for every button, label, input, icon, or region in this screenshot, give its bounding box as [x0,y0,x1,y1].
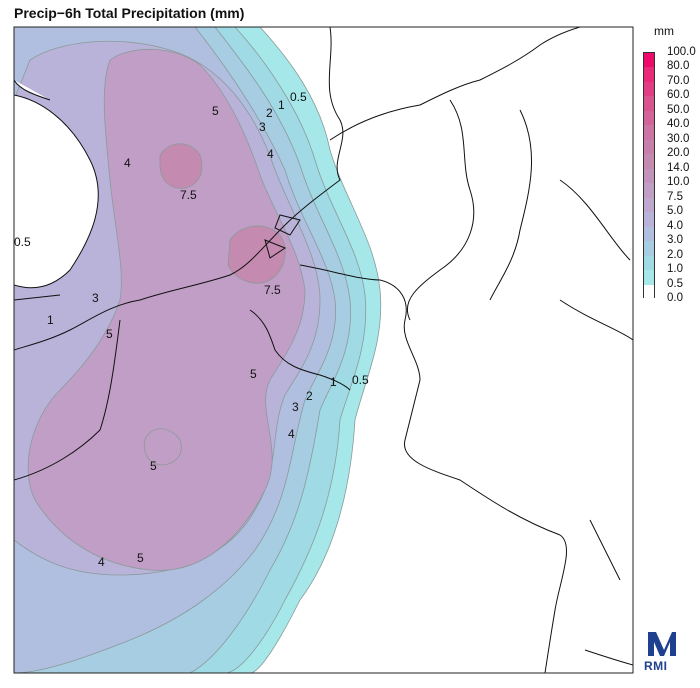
legend-level-label: 14.0 [667,161,690,174]
contour-label: 4 [124,156,131,170]
legend-level-label: 7.5 [667,190,683,203]
contour-label: 3 [292,400,299,414]
legend-level-label: 70.0 [667,74,690,87]
legend-swatch [644,197,654,213]
contour-label: 2 [266,106,273,120]
legend-level-label: 0.5 [667,277,683,290]
legend-swatch [644,53,654,68]
legend-swatch [644,168,654,184]
legend-level-label: 10.0 [667,176,690,189]
contour-label: 4 [98,555,105,569]
legend-swatch [644,270,654,286]
map-title: Precip−6h Total Precipitation (mm) [14,5,245,21]
legend-swatch [644,96,654,112]
legend-swatch [644,139,654,155]
legend-swatch [644,212,654,228]
contour-label: 4 [288,427,295,441]
legend-swatch [644,241,654,257]
contour-label: 4 [267,147,274,161]
legend-swatch [644,284,654,300]
band-5 [27,48,306,571]
legend-swatch [644,125,654,141]
legend-level-label: 2.0 [667,248,683,261]
contour-label: 3 [92,291,99,305]
legend-level-label: 5.0 [667,205,683,218]
contour-label: 5 [106,327,113,341]
legend-level-label: 20.0 [667,147,690,160]
legend-level-label: 1.0 [667,263,683,276]
legend-level-label: 3.0 [667,234,683,247]
legend-level-label: 40.0 [667,118,690,131]
legend-swatch [644,226,654,242]
rmi-logo-text: RMI [644,659,668,673]
contour-label: 5 [150,459,157,473]
legend-level-label: 4.0 [667,219,683,232]
legend-level-label: 30.0 [667,132,690,145]
legend-level-label: 80.0 [667,60,690,73]
contour-label: 5 [250,367,257,381]
legend-swatch [644,67,654,83]
border-lines [299,264,567,673]
legend-swatch [644,81,654,97]
coastline-continent [14,27,344,351]
contour-label: 0.5 [290,90,307,104]
contour-label: 0.5 [352,373,369,387]
uk-land [14,94,99,289]
legend-swatch [644,110,654,126]
rmi-logo-icon [648,632,676,656]
legend-colorbar [643,52,655,300]
contour-label: 1 [330,375,337,389]
legend-level-label: 100.0 [667,46,696,58]
band-7.5 [159,143,203,189]
legend-level-label: 50.0 [667,103,690,116]
legend-unit: mm [654,24,674,38]
contour-label: 2 [306,389,313,403]
contour-label: 3 [259,120,266,134]
contour-label: 1 [47,313,54,327]
contour-label: 1 [278,98,285,112]
legend-swatch [644,255,654,271]
legend-swatch [644,183,654,199]
contour-label: 7.5 [264,283,281,297]
legend-level-label: 60.0 [667,89,690,102]
contour-label: 5 [137,551,144,565]
contour-label: 5 [212,104,219,118]
legend-swatch [644,154,654,170]
legend-level-label: 0.0 [667,292,683,304]
contour-label: 7.5 [180,188,197,202]
contour-label: 0.5 [14,235,31,249]
